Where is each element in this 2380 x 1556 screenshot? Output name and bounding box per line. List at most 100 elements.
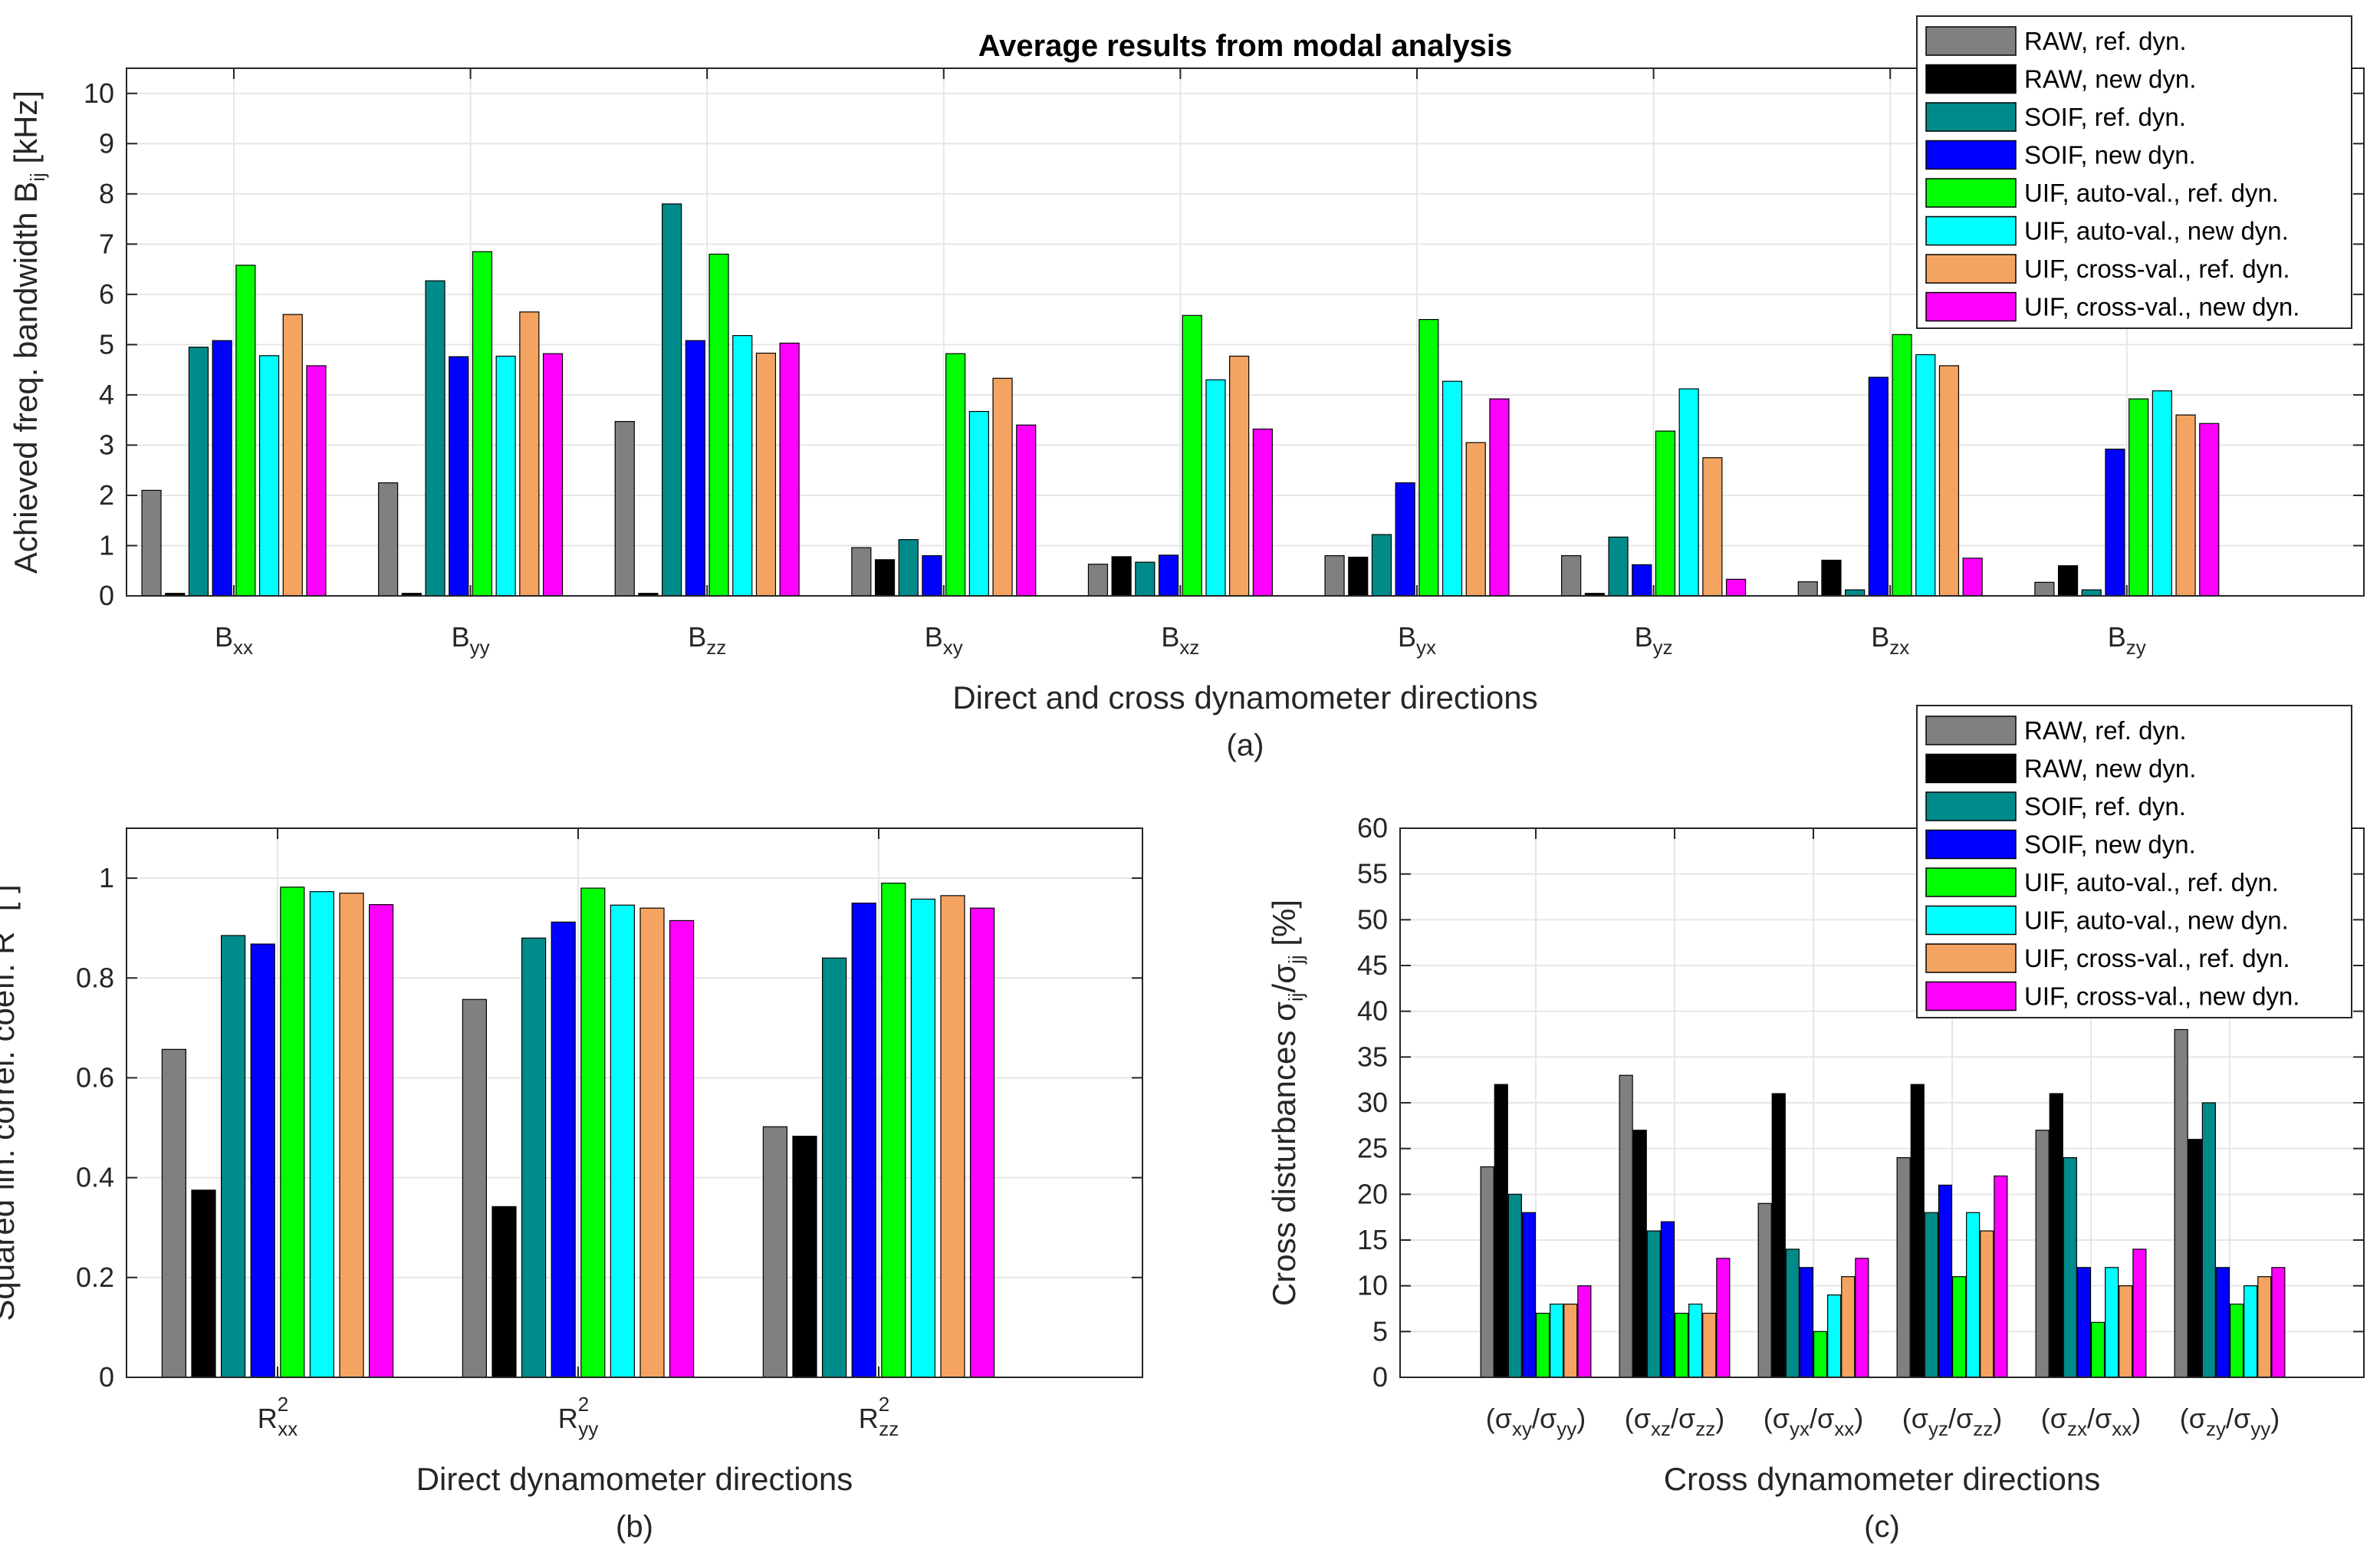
bar-a-2-6 [755, 352, 777, 597]
bar-a-6-3 [1632, 564, 1652, 597]
y-tick-label: 6 [99, 278, 114, 310]
y-tick-label: 20 [1357, 1178, 1388, 1209]
legend-label: UIF, auto-val., ref. dyn. [2024, 179, 2279, 207]
legend-label: UIF, auto-val., ref. dyn. [2024, 868, 2279, 896]
bar-c-0-4 [1535, 1312, 1550, 1378]
y-tick-label: 35 [1357, 1041, 1388, 1072]
bar-a-6-7 [1725, 578, 1747, 597]
bar-c-5-5 [2244, 1285, 2258, 1378]
bar-b-0-0 [161, 1048, 186, 1378]
bar-c-1-0 [1619, 1074, 1633, 1378]
bar-b-0-5 [309, 891, 334, 1378]
bar-c-5-7 [2271, 1267, 2286, 1378]
bar-a-5-1 [1348, 556, 1369, 597]
legend-label: RAW, new dyn. [2024, 755, 2196, 783]
y-tick-label: 0 [99, 1361, 114, 1393]
bar-b-0-3 [250, 943, 275, 1378]
y-tick-label: 0.4 [76, 1162, 114, 1193]
bar-a-6-6 [1702, 457, 1723, 597]
legend-swatch [1925, 26, 2017, 56]
bar-c-2-2 [1785, 1248, 1800, 1378]
bar-a-6-5 [1678, 388, 1699, 597]
bar-b-0-4 [280, 887, 305, 1378]
bar-a-2-7 [779, 342, 800, 597]
bar-b-0-2 [221, 935, 246, 1378]
bar-a-4-7 [1252, 428, 1273, 597]
legend-label: RAW, ref. dyn. [2024, 716, 2187, 745]
bar-c-4-0 [2035, 1130, 2050, 1378]
bar-a-7-4 [1892, 334, 1912, 597]
bar-a-5-3 [1395, 482, 1415, 597]
bar-a-7-7 [1962, 558, 1983, 597]
y-tick-label: 0 [1372, 1361, 1388, 1393]
y-tick-label: 7 [99, 228, 114, 259]
legend-label: SOIF, new dyn. [2024, 831, 2196, 859]
bar-a-1-6 [519, 311, 540, 597]
y-tick-label: 0.6 [76, 1061, 114, 1093]
y-axis-label-b: Squared lin. correl. coeff. R2 [ ] [0, 884, 21, 1321]
bar-a-4-6 [1229, 355, 1250, 597]
legend-swatch [1925, 254, 2017, 284]
bar-a-5-4 [1418, 319, 1439, 597]
bar-c-0-2 [1507, 1193, 1522, 1378]
x-axis-label-a: Direct and cross dynamometer directions [952, 679, 1537, 715]
bar-c-2-3 [1799, 1267, 1814, 1378]
bar-a-8-4 [2129, 398, 2149, 597]
bar-a-0-3 [212, 340, 232, 597]
bar-a-1-4 [472, 251, 493, 597]
bar-b-1-3 [551, 921, 576, 1378]
x-tick-label: R2 zz [859, 1393, 899, 1440]
bar-c-4-2 [2063, 1156, 2077, 1378]
bar-b-2-6 [940, 895, 965, 1378]
legend-swatch [1925, 64, 2017, 94]
y-axis-label-c: Cross disturbances σij/σjj [%] [1266, 900, 1307, 1306]
x-tick-label: Bxx [215, 621, 253, 659]
legend-label: SOIF, ref. dyn. [2024, 103, 2186, 131]
y-tick-label: 3 [99, 429, 114, 460]
bar-c-2-7 [1855, 1258, 1869, 1378]
bar-a-5-2 [1371, 534, 1392, 597]
bar-a-8-2 [2081, 589, 2102, 597]
bar-c-5-3 [2215, 1267, 2230, 1378]
bar-c-0-0 [1480, 1166, 1494, 1378]
y-tick-label: 50 [1357, 903, 1388, 935]
bar-c-5-4 [2229, 1303, 2244, 1378]
x-tick-label: Bzz [688, 621, 726, 659]
bar-c-0-3 [1521, 1212, 1537, 1378]
bar-b-2-2 [821, 957, 847, 1378]
bar-a-6-2 [1608, 536, 1629, 597]
bar-c-5-1 [2188, 1139, 2202, 1378]
bar-a-1-2 [425, 280, 445, 597]
bar-a-6-4 [1655, 430, 1676, 597]
bar-c-4-4 [2090, 1321, 2106, 1378]
x-axis-label-c: Cross dynamometer directions [1664, 1461, 2101, 1497]
bar-c-5-6 [2257, 1276, 2272, 1378]
bar-c-1-5 [1688, 1303, 1703, 1378]
x-tick-label: R2 xx [258, 1393, 298, 1440]
x-tick-label: (σzx/σxx) [2041, 1403, 2141, 1440]
bar-a-0-2 [188, 347, 209, 597]
bar-c-0-1 [1494, 1084, 1508, 1378]
bar-a-5-5 [1441, 380, 1463, 597]
y-axis-label-a: Achieved freq. bandwidth Bij [kHz] [8, 90, 49, 574]
bar-c-3-6 [1980, 1230, 1994, 1378]
bar-b-2-5 [910, 898, 936, 1378]
bar-a-2-4 [708, 253, 729, 597]
x-tick-label: (σyz/σzz) [1902, 1403, 2002, 1440]
bar-c-3-4 [1951, 1276, 1967, 1378]
bar-a-3-7 [1016, 424, 1037, 597]
y-tick-label: 25 [1357, 1133, 1388, 1164]
x-tick-label: Bzy [2108, 621, 2146, 659]
bar-c-1-2 [1646, 1230, 1661, 1378]
bar-c-3-2 [1924, 1212, 1938, 1378]
y-tick-label: 1 [99, 862, 114, 893]
bar-b-1-1 [491, 1206, 517, 1378]
legend-label: RAW, ref. dyn. [2024, 27, 2187, 55]
bar-c-3-7 [1994, 1175, 2008, 1378]
legend-swatch [1925, 753, 2017, 784]
bar-c-3-5 [1966, 1212, 1981, 1378]
y-tick-label: 45 [1357, 949, 1388, 981]
bar-a-7-3 [1868, 377, 1889, 597]
y-tick-label: 40 [1357, 995, 1388, 1027]
